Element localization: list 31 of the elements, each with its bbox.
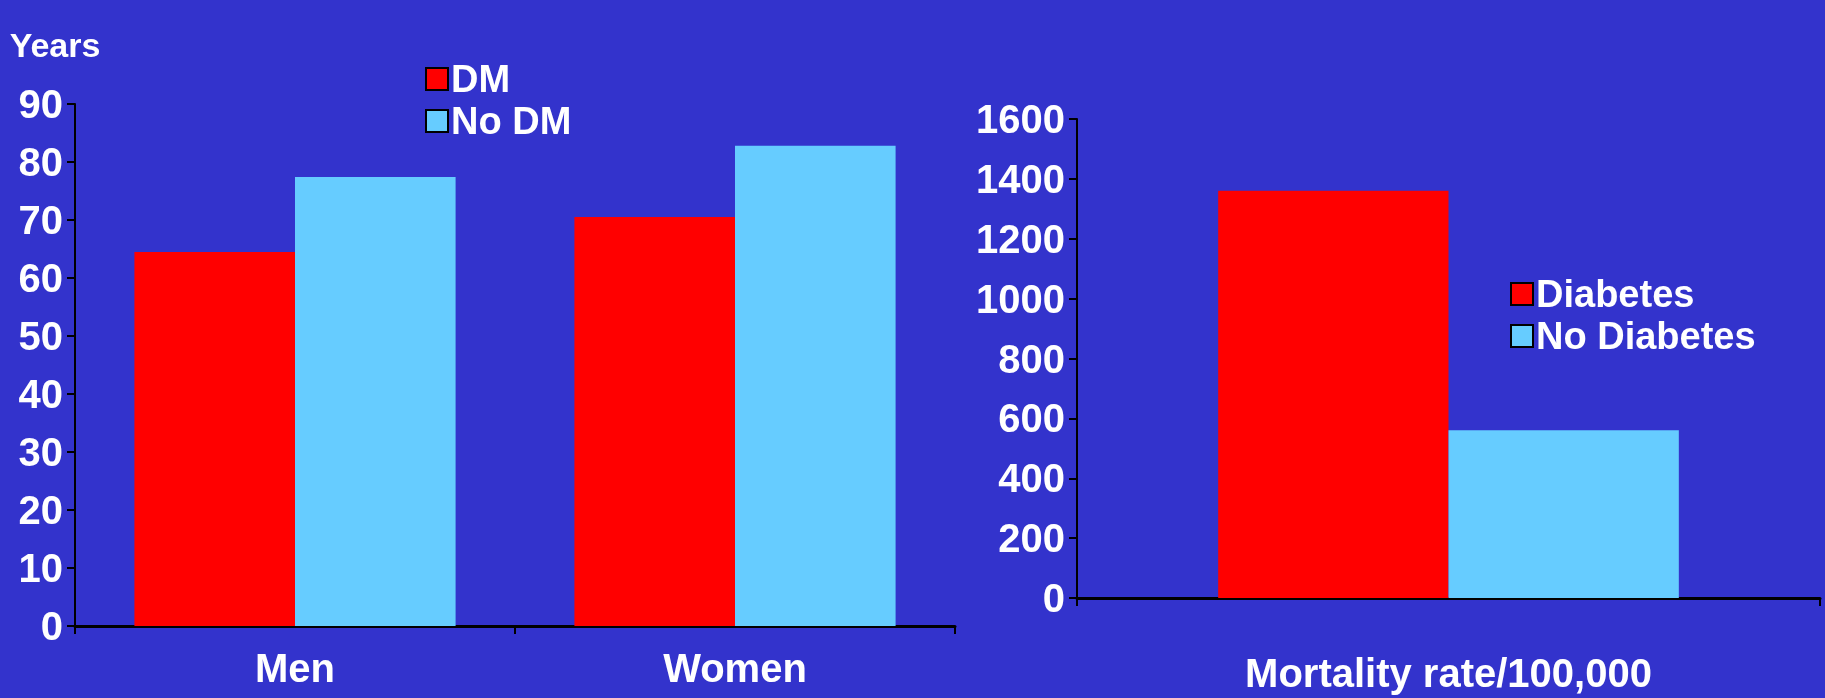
legend-label: DM	[451, 58, 511, 100]
y-tick-label: 80	[18, 140, 63, 184]
legend-label: No DM	[451, 100, 572, 142]
legend-label: Diabetes	[1536, 273, 1695, 315]
y-tick-label: 30	[18, 430, 63, 474]
y-tick-label: 90	[18, 82, 63, 126]
y-tick-label: 1000	[976, 276, 1065, 321]
y-tick-label: 60	[18, 256, 63, 300]
y-tick-label: 50	[18, 314, 63, 358]
y-tick-label: 1600	[976, 97, 1065, 141]
bar	[735, 145, 896, 626]
y-tick-label: 20	[18, 488, 63, 532]
y-axis-title: Years	[9, 26, 101, 64]
y-tick-label: 1200	[976, 216, 1065, 261]
bar	[134, 251, 295, 626]
y-tick-label: 400	[998, 456, 1065, 501]
y-tick-label: 10	[18, 546, 63, 590]
y-tick-label: 600	[998, 396, 1065, 441]
bar	[574, 217, 735, 626]
bar	[295, 177, 456, 626]
y-tick-label: 40	[18, 372, 63, 416]
legend-label: No Diabetes	[1536, 315, 1756, 357]
y-tick-label: 200	[998, 516, 1065, 561]
y-tick-label: 70	[18, 198, 63, 242]
x-axis-title: Mortality rate/100,000	[1245, 651, 1652, 695]
y-tick-label: 1400	[976, 156, 1065, 201]
y-tick-label: 800	[998, 336, 1065, 381]
x-tick-label: Men	[255, 646, 335, 690]
y-tick-label: 0	[1042, 576, 1065, 620]
y-tick-label: 0	[40, 604, 63, 648]
x-tick-label: Women	[663, 646, 807, 690]
